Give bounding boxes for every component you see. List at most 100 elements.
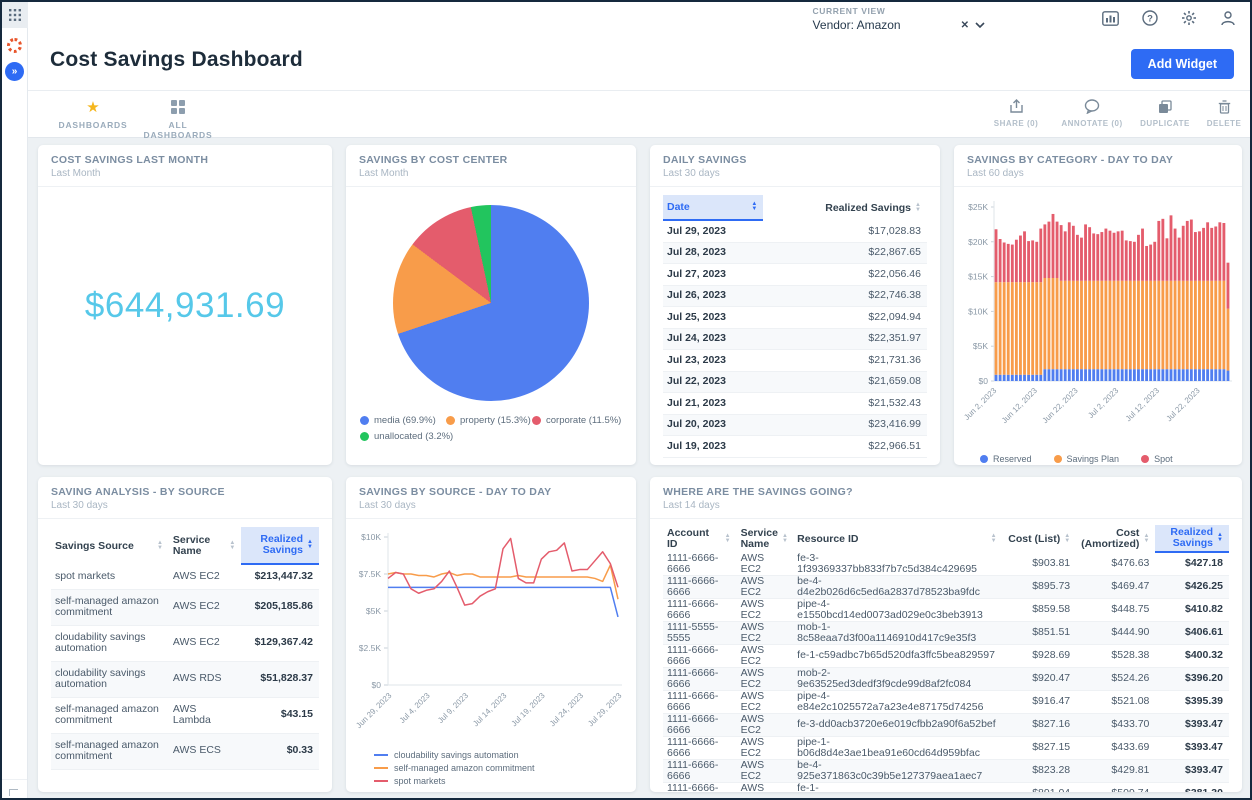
table-cell: AWS EC2	[172, 636, 220, 649]
svg-text:$2.5K: $2.5K	[359, 643, 382, 653]
legend-dot-icon	[532, 416, 541, 425]
table-row: 1111-6666-6666 AWS EC2 fe-1-c59adbc7b65d52…	[663, 644, 1229, 668]
widget-subtitle: Last Month	[359, 168, 409, 179]
table-cell: AWS ECS	[172, 744, 221, 757]
column-header-account-id[interactable]: Account ID	[663, 525, 737, 553]
app-launcher-icon[interactable]	[2, 2, 28, 28]
table-row: 1111-6666-6666 AWS EC2 pipe-4-e1550bcd14ed…	[663, 598, 1229, 622]
table-cell: $393.47	[1185, 718, 1223, 731]
widget-where-are-savings-going: WHERE ARE THE SAVINGS GOING? Last 14 day…	[650, 477, 1242, 792]
sidebar: »	[2, 2, 28, 798]
table-cell: Jul 29, 2023	[667, 224, 726, 237]
table-cell: AWS EC2	[740, 712, 765, 736]
line-chart-legend: cloudability savings automation self-mana…	[346, 748, 636, 786]
tab-dashboards[interactable]: ★ DASHBOARDS	[58, 98, 128, 130]
legend-item[interactable]: self-managed amazon commitment	[374, 763, 636, 773]
table-cell: $393.47	[1185, 741, 1223, 754]
sort-icon	[721, 534, 731, 544]
column-header-service-name[interactable]: Service Name	[737, 525, 794, 553]
column-header-realized-savings[interactable]: Realized Savings	[241, 527, 319, 565]
current-view-selector[interactable]: CURRENT VIEW Vendor: Amazon ✕	[813, 6, 985, 32]
svg-text:Jul 12, 2023: Jul 12, 2023	[1124, 386, 1162, 424]
legend-item[interactable]: spot markets	[374, 776, 636, 786]
table-header-row: Date Realized Savings	[663, 195, 927, 221]
legend-item[interactable]: corporate (11.5%)	[532, 415, 621, 426]
legend-item[interactable]: cloudability savings automation	[374, 750, 636, 760]
table-cell: Jul 20, 2023	[667, 418, 726, 430]
cost-center-pie-chart[interactable]	[393, 205, 589, 401]
table-cell: $406.61	[1185, 626, 1223, 639]
table-cell: $22,351.97	[868, 332, 921, 344]
help-icon[interactable]: ?	[1142, 10, 1158, 26]
add-widget-button[interactable]: Add Widget	[1130, 49, 1234, 79]
column-header-cost-list-[interactable]: Cost (List)	[1003, 525, 1077, 553]
cloudability-logo-icon[interactable]	[7, 38, 22, 53]
legend-item[interactable]: unallocated (3.2%)	[360, 431, 453, 442]
sort-icon	[303, 540, 313, 550]
reports-chart-icon[interactable]	[1102, 10, 1119, 26]
legend-item[interactable]: Reserved	[980, 454, 1032, 464]
table-row: 1111-6666-6666 AWS EC2 fe-1-9c425e6cc474af…	[663, 781, 1229, 792]
table-cell: $23,416.99	[868, 418, 921, 430]
svg-text:$0: $0	[979, 376, 989, 386]
sidebar-bottom-icon[interactable]	[9, 789, 18, 796]
column-header-service-name[interactable]: Service Name	[169, 527, 241, 565]
table-cell: Jul 21, 2023	[667, 396, 726, 409]
legend-item[interactable]: Spot	[1141, 454, 1173, 464]
legend-label: spot markets	[394, 776, 446, 786]
column-header-cost-amortized-[interactable]: Cost (Amortized)	[1076, 525, 1155, 553]
widget-title: COST SAVINGS LAST MONTH	[51, 154, 209, 166]
duplicate-button[interactable]: DUPLICATE	[1132, 98, 1198, 128]
table-row: Jul 21, 2023 $21,532.43	[663, 393, 927, 415]
table-cell: $476.63	[1111, 557, 1150, 570]
widget-savings-by-category: SAVINGS BY CATEGORY - DAY TO DAY Last 60…	[954, 145, 1242, 465]
table-cell: self-managed amazon commitment	[55, 702, 159, 726]
chevron-down-icon[interactable]	[975, 22, 985, 28]
legend-item[interactable]: property (15.3%)	[446, 415, 532, 426]
column-header-realized-savings[interactable]: Realized Savings	[1155, 525, 1229, 553]
legend-item[interactable]: media (69.9%)	[360, 415, 446, 426]
svg-text:$5K: $5K	[366, 606, 381, 616]
widget-subtitle: Last 30 days	[359, 500, 416, 511]
legend-dot-icon	[1141, 455, 1150, 463]
table-cell: $920.47	[1032, 672, 1071, 685]
legend-label: media (69.9%)	[374, 415, 436, 426]
table-cell: 1111-6666-6666	[667, 689, 719, 713]
table-cell: fe-1-9c425e6cc474afa46b0430f9d88752ee	[797, 781, 819, 792]
legend-label: Reserved	[993, 454, 1032, 464]
column-header-label: Date	[667, 200, 690, 213]
share-button[interactable]: SHARE (0)	[980, 98, 1052, 128]
legend-item[interactable]: Savings Plan	[1053, 454, 1119, 464]
legend-line-icon	[374, 767, 388, 769]
page-header: Cost Savings Dashboard CURRENT VIEW Vend…	[28, 2, 1250, 90]
clear-view-icon[interactable]: ✕	[960, 19, 969, 31]
column-header-label: Service Name	[740, 527, 778, 550]
table-row: 1111-6666-6666 AWS EC2 pipe-1-b06d8d4e3ae1…	[663, 736, 1229, 760]
widget-subtitle: Last Month	[51, 168, 101, 179]
column-header-savings-source[interactable]: Savings Source	[51, 527, 169, 565]
table-cell: $433.70	[1111, 718, 1150, 731]
settings-gear-icon[interactable]	[1181, 10, 1197, 26]
dashboard-canvas: COST SAVINGS LAST MONTH Last Month $644,…	[28, 138, 1250, 798]
svg-text:Jun 2, 2023: Jun 2, 2023	[962, 386, 998, 422]
table-cell: 1111-6666-6666	[667, 666, 719, 690]
table-row: Jul 23, 2023 $21,731.36	[663, 350, 927, 372]
sort-icon	[1213, 533, 1223, 543]
sidebar-expand-button[interactable]: »	[5, 62, 24, 81]
svg-text:Jun 12, 2023: Jun 12, 2023	[1000, 386, 1039, 425]
column-header-realized-savings[interactable]: Realized Savings	[763, 195, 927, 221]
tab-all-dashboards[interactable]: ALL DASHBOARDS	[133, 98, 223, 140]
delete-button[interactable]: DELETE	[1198, 98, 1250, 128]
column-header-resource-id[interactable]: Resource ID	[793, 525, 1002, 553]
column-header-date[interactable]: Date	[663, 195, 764, 221]
legend-label: self-managed amazon commitment	[394, 763, 535, 773]
trash-icon	[1198, 98, 1250, 115]
user-profile-icon[interactable]	[1220, 10, 1236, 26]
annotate-button[interactable]: ANNOTATE (0)	[1052, 98, 1132, 128]
table-cell: mob-2-9e63525ed3dedf3f9cde99d8af2fc084	[797, 666, 972, 690]
table-cell: $433.69	[1111, 741, 1150, 754]
table-cell: cloudability savings automation	[55, 630, 146, 654]
table-row: self-managed amazon commitment AWS Lambda…	[51, 698, 319, 734]
